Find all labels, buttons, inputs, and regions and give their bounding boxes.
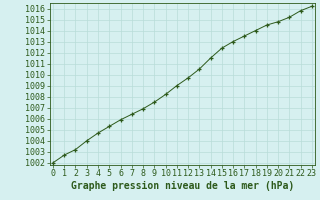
X-axis label: Graphe pression niveau de la mer (hPa): Graphe pression niveau de la mer (hPa) [71,181,294,191]
